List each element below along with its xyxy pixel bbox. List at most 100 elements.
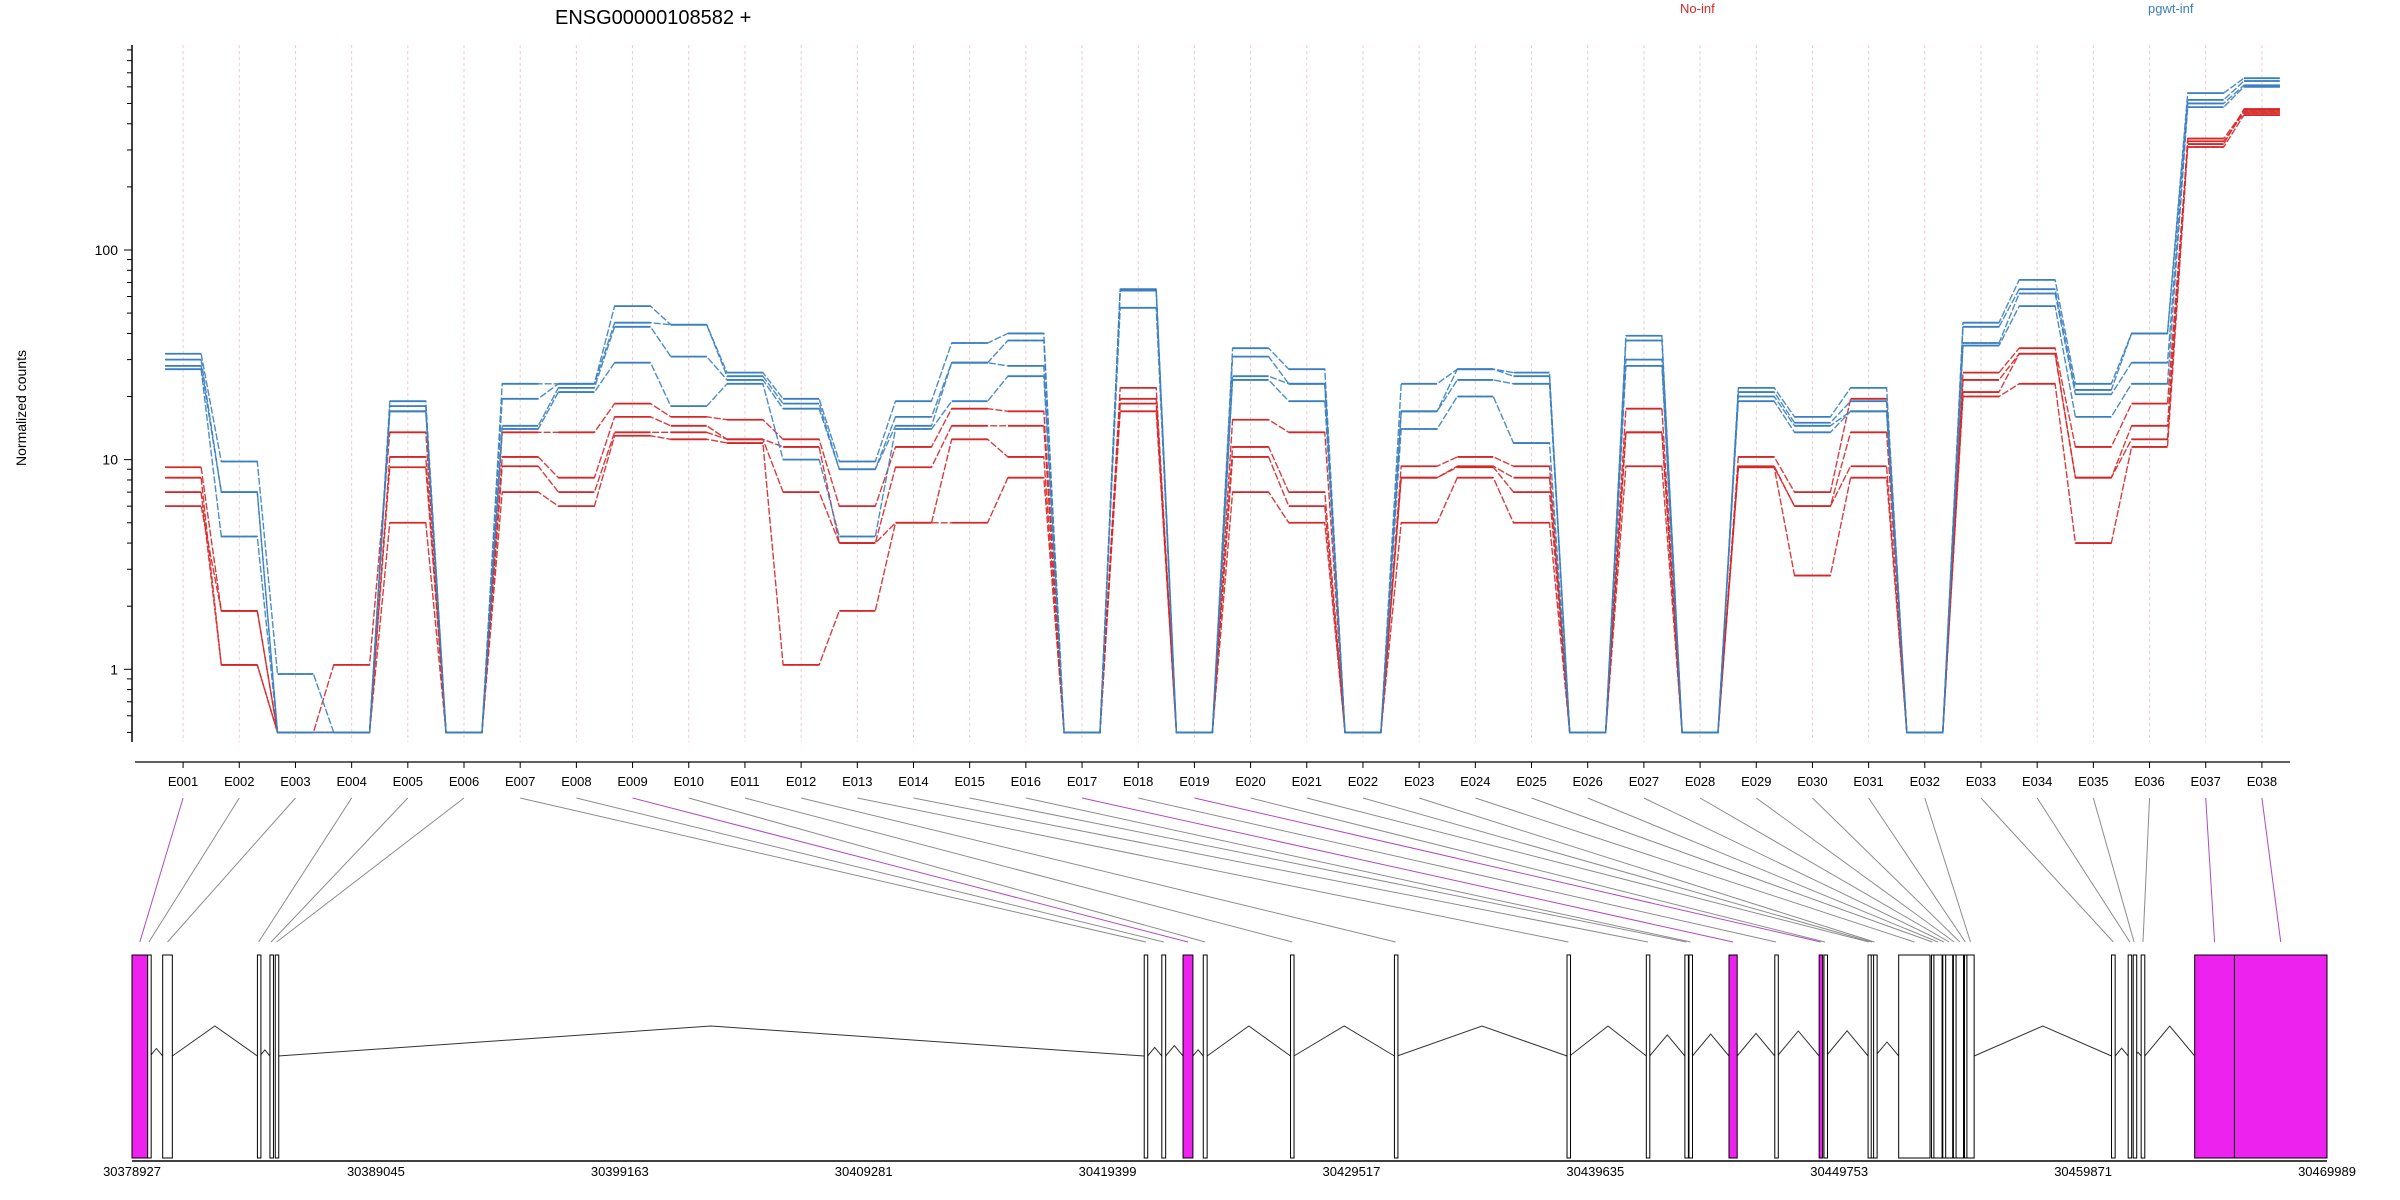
exon-connector: [2036, 797, 2131, 943]
x-tick-label: E025: [1516, 774, 1546, 789]
x-tick-label: E032: [1910, 774, 1940, 789]
x-tick-label: E037: [2191, 774, 2221, 789]
exon-connector: [167, 797, 296, 943]
exon-box: [162, 954, 173, 1159]
exon-box: [2132, 954, 2138, 1159]
exon-connector: [2092, 797, 2135, 943]
y-tick-label: 10: [102, 452, 118, 468]
intron-line: [1973, 1025, 2112, 1057]
exon-connector: [1924, 797, 1971, 943]
x-tick-label: E002: [224, 774, 254, 789]
exon-box: [147, 954, 152, 1159]
exon-box: [1393, 954, 1399, 1159]
genome-tick-label: 30439635: [1566, 1164, 1624, 1179]
x-tick-label: E023: [1404, 774, 1434, 789]
gene-model: [131, 954, 2328, 1159]
exon-connector: [969, 797, 1687, 943]
exon-box: [1966, 954, 1975, 1159]
exon-box: [1161, 954, 1167, 1159]
x-tick-label: E031: [1853, 774, 1883, 789]
genome-tick-label: 30378927: [103, 1164, 161, 1179]
exon-connector: [1418, 797, 1875, 943]
exon-box: [1688, 954, 1693, 1159]
x-tick-label: E015: [954, 774, 984, 789]
intron-line: [1825, 1030, 1869, 1057]
exon-connector: [520, 797, 1147, 943]
x-tick-label: E029: [1741, 774, 1771, 789]
exon-connector: [148, 797, 240, 943]
exon-connector: [276, 797, 465, 943]
exon-box: [1933, 954, 1943, 1159]
exon-connector: [1025, 797, 1691, 943]
x-tick-label: E027: [1629, 774, 1659, 789]
exon-box: [1684, 954, 1689, 1159]
series-line: [165, 108, 2280, 734]
exon-connector: [1475, 797, 1915, 943]
exon-connector: [139, 797, 184, 943]
x-tick-label: E012: [786, 774, 816, 789]
intron-line: [1569, 1025, 1647, 1057]
exon-connector: [1755, 797, 1955, 943]
exon-box: [1823, 954, 1828, 1159]
grid-layer: [182, 45, 2263, 742]
x-tick-label: E030: [1797, 774, 1827, 789]
intron-line: [1293, 1025, 1395, 1057]
series-line: [165, 112, 2280, 734]
exon-box: [2233, 954, 2328, 1159]
exon-box: [131, 954, 149, 1159]
exon-box: [1955, 954, 1965, 1159]
exon-box: [1898, 954, 1931, 1159]
exon-box: [256, 954, 262, 1159]
intron-line: [1777, 1030, 1820, 1057]
exon-connector: [1812, 797, 1961, 943]
genome-axis: 30378927 30389045 30399163 30409281 30419399…: [103, 1160, 2356, 1179]
y-axis-label: Normalized counts: [13, 350, 29, 466]
x-axis: E001 E002 E003 E004 E005 E006 E007 E008 E009 E010…: [135, 761, 2290, 789]
x-tick-label: E014: [898, 774, 928, 789]
y-tick-label: 1: [110, 661, 118, 677]
exon-connector: [801, 797, 1396, 943]
x-tick-label: E006: [449, 774, 479, 789]
genome-tick-label: 30389045: [347, 1164, 405, 1179]
exon-connector: [1194, 797, 1821, 943]
x-tick-label: E016: [1011, 774, 1041, 789]
exon-box: [1290, 954, 1295, 1159]
intron-line: [1691, 1033, 1730, 1057]
exon-connector: [1699, 797, 1950, 943]
x-tick-label: E038: [2247, 774, 2277, 789]
chart-title: ENSG00000108582 +: [555, 7, 751, 29]
exon-connector: [1531, 797, 1933, 943]
intron-line: [2114, 1047, 2129, 1057]
exon-box: [1143, 954, 1149, 1159]
exon-box: [2111, 954, 2116, 1159]
exon-connector: [632, 797, 1189, 943]
intron-line: [172, 1025, 258, 1057]
exon-box: [1818, 954, 1824, 1159]
exon-box: [1728, 954, 1738, 1159]
legend-entry-no-inf: No-inf: [1680, 1, 1715, 16]
intron-line: [2144, 1025, 2196, 1057]
x-tick-label: E020: [1235, 774, 1265, 789]
exon-connector: [2261, 797, 2282, 943]
exon-connector: [1643, 797, 1944, 943]
x-tick-label: E024: [1460, 774, 1490, 789]
intron-line: [1649, 1034, 1686, 1057]
intron-line: [1874, 1041, 1900, 1057]
exon-box: [1945, 954, 1954, 1159]
intron-line: [1147, 1046, 1163, 1057]
x-tick-label: E019: [1179, 774, 1209, 789]
y-axis: 1 10 100: [95, 45, 133, 742]
series-layer: [165, 77, 2280, 734]
x-tick-label: E017: [1067, 774, 1097, 789]
x-tick-label: E011: [730, 774, 759, 789]
genome-tick-label: 30429517: [1323, 1164, 1381, 1179]
x-tick-label: E005: [393, 774, 423, 789]
x-tick-label: E033: [1966, 774, 1996, 789]
x-tick-label: E018: [1123, 774, 1153, 789]
intron-line: [149, 1047, 164, 1057]
exon-connector: [2142, 797, 2151, 943]
exon-connector: [744, 797, 1293, 943]
exon-connector: [913, 797, 1649, 943]
x-tick-label: E026: [1573, 774, 1603, 789]
